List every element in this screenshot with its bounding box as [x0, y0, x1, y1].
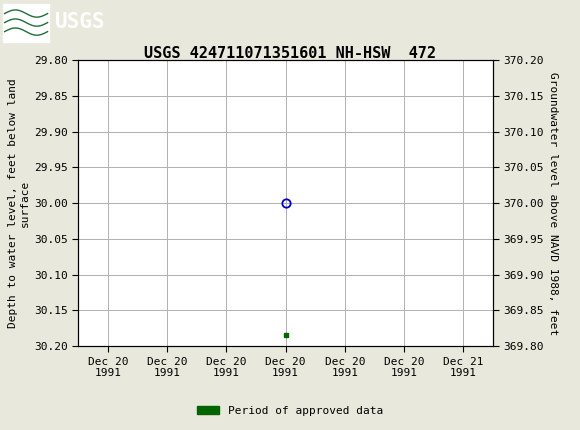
FancyBboxPatch shape — [3, 3, 49, 42]
Legend: Period of approved data: Period of approved data — [193, 401, 387, 420]
Text: USGS 424711071351601 NH-HSW  472: USGS 424711071351601 NH-HSW 472 — [144, 46, 436, 61]
Y-axis label: Depth to water level, feet below land
surface: Depth to water level, feet below land su… — [8, 78, 30, 328]
Text: USGS: USGS — [55, 12, 106, 32]
Y-axis label: Groundwater level above NAVD 1988, feet: Groundwater level above NAVD 1988, feet — [548, 71, 558, 335]
